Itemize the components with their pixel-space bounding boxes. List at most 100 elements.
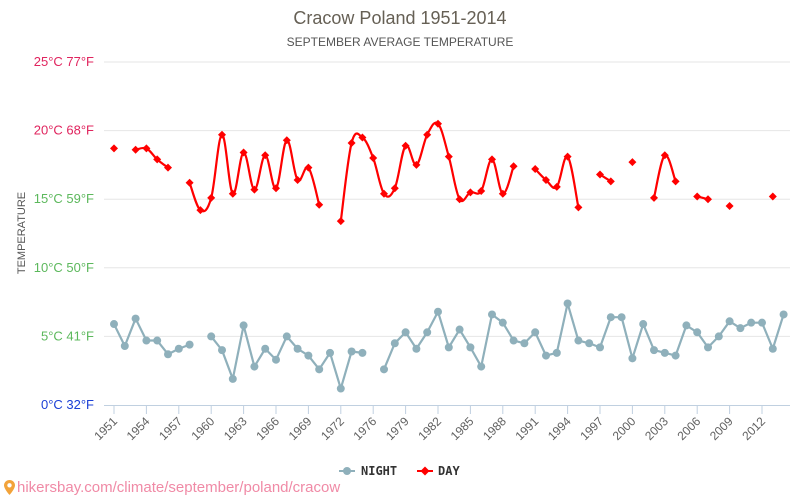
data-point-night-1997[interactable] [596, 343, 604, 352]
data-point-day-1998[interactable] [606, 177, 615, 186]
data-point-night-2001[interactable] [639, 320, 648, 329]
data-point-day-2003[interactable] [660, 151, 669, 160]
data-point-day-1959[interactable] [196, 206, 205, 215]
data-point-night-1993[interactable] [552, 348, 561, 357]
data-point-night-1971[interactable] [326, 348, 334, 357]
data-point-night-1985[interactable] [466, 343, 475, 352]
data-point-night-1991[interactable] [531, 328, 540, 337]
data-point-night-1967[interactable] [282, 332, 291, 341]
data-point-day-2000[interactable] [628, 158, 637, 167]
data-point-day-1951[interactable] [110, 144, 118, 153]
data-point-night-1956[interactable] [164, 350, 172, 359]
data-point-day-1966[interactable] [272, 184, 280, 193]
data-point-night-1994[interactable] [563, 299, 572, 308]
data-point-night-2012[interactable] [758, 318, 766, 327]
data-point-day-1953[interactable] [131, 145, 140, 154]
data-point-day-1974[interactable] [358, 133, 367, 142]
data-point-day-1982[interactable] [434, 119, 442, 128]
data-point-night-1966[interactable] [272, 355, 280, 364]
data-point-night-1986[interactable] [477, 362, 486, 371]
data-point-night-1983[interactable] [444, 343, 453, 352]
data-point-day-1979[interactable] [401, 141, 410, 150]
legend-item-day[interactable]: DAY [417, 464, 460, 478]
data-point-day-2004[interactable] [671, 177, 680, 186]
data-point-night-1992[interactable] [542, 351, 550, 360]
data-point-day-1988[interactable] [498, 189, 507, 198]
data-point-day-1970[interactable] [315, 200, 324, 209]
data-point-night-1977[interactable] [380, 365, 388, 374]
data-point-night-2004[interactable] [671, 351, 680, 360]
data-point-night-1990[interactable] [520, 339, 529, 348]
data-point-day-1981[interactable] [423, 130, 432, 139]
data-point-night-1998[interactable] [606, 313, 615, 322]
data-point-night-1995[interactable] [574, 336, 583, 345]
data-point-day-2009[interactable] [725, 202, 734, 211]
data-point-day-2002[interactable] [650, 193, 658, 202]
data-point-night-1987[interactable] [488, 310, 496, 319]
data-point-night-1972[interactable] [336, 384, 345, 393]
data-point-day-1963[interactable] [239, 148, 248, 157]
data-point-day-1972[interactable] [336, 217, 345, 226]
data-point-day-1980[interactable] [412, 160, 421, 169]
data-point-night-1973[interactable] [347, 347, 356, 356]
data-point-day-1964[interactable] [250, 185, 259, 194]
data-point-night-1981[interactable] [423, 328, 432, 337]
data-point-day-1985[interactable] [466, 188, 475, 197]
data-point-day-1976[interactable] [369, 154, 378, 163]
data-point-night-1952[interactable] [120, 342, 129, 351]
data-point-night-1961[interactable] [218, 346, 226, 355]
data-point-night-1988[interactable] [498, 318, 507, 327]
data-point-night-1980[interactable] [412, 344, 421, 353]
data-point-day-1965[interactable] [261, 151, 270, 160]
data-point-night-1969[interactable] [304, 351, 313, 360]
data-point-night-2010[interactable] [736, 324, 745, 333]
data-point-day-1967[interactable] [282, 136, 291, 145]
data-point-day-1962[interactable] [228, 189, 237, 198]
data-point-night-1957[interactable] [174, 344, 183, 353]
data-point-day-1994[interactable] [563, 152, 572, 161]
data-point-day-1987[interactable] [488, 155, 496, 164]
data-point-day-1997[interactable] [596, 170, 604, 179]
data-point-night-1954[interactable] [142, 336, 151, 345]
data-point-night-1960[interactable] [207, 332, 216, 341]
data-point-night-2011[interactable] [747, 318, 756, 327]
data-point-night-1999[interactable] [617, 313, 626, 322]
data-point-day-1955[interactable] [153, 155, 162, 164]
data-point-night-2003[interactable] [660, 348, 669, 357]
data-point-night-2013[interactable] [768, 344, 777, 353]
data-point-day-2013[interactable] [768, 192, 777, 201]
data-point-night-1978[interactable] [390, 339, 399, 348]
data-point-night-2006[interactable] [693, 328, 702, 337]
data-point-day-1978[interactable] [390, 184, 399, 193]
data-point-day-1989[interactable] [509, 162, 518, 171]
data-point-day-1973[interactable] [347, 138, 356, 147]
data-point-night-1964[interactable] [250, 362, 259, 371]
source-url[interactable]: hikersbay.com/climate/september/poland/c… [17, 479, 341, 496]
data-point-night-2000[interactable] [628, 354, 637, 363]
data-point-day-1954[interactable] [142, 144, 151, 153]
data-point-night-1965[interactable] [261, 344, 270, 353]
data-point-night-1982[interactable] [434, 307, 442, 316]
data-point-day-1977[interactable] [380, 189, 388, 198]
data-point-day-1961[interactable] [218, 130, 226, 139]
data-point-day-1995[interactable] [574, 203, 583, 212]
data-point-day-1992[interactable] [542, 175, 550, 184]
data-point-day-2006[interactable] [693, 192, 702, 201]
data-point-night-1963[interactable] [239, 321, 248, 330]
data-point-night-1996[interactable] [585, 339, 594, 348]
data-point-day-1958[interactable] [185, 178, 194, 187]
data-point-day-1983[interactable] [444, 152, 453, 161]
data-point-day-1969[interactable] [304, 163, 313, 172]
data-point-night-1974[interactable] [358, 348, 367, 357]
data-point-night-2014[interactable] [779, 310, 788, 319]
data-point-night-2007[interactable] [704, 343, 712, 352]
data-point-night-2009[interactable] [725, 317, 734, 326]
data-point-night-1984[interactable] [455, 325, 464, 334]
data-point-day-2007[interactable] [704, 195, 712, 204]
legend-item-night[interactable]: NIGHT [339, 464, 397, 478]
data-point-night-1979[interactable] [401, 328, 410, 337]
data-point-night-1955[interactable] [153, 336, 162, 345]
data-point-night-1968[interactable] [293, 344, 302, 353]
data-point-night-1989[interactable] [509, 336, 518, 345]
data-point-night-1951[interactable] [110, 320, 118, 329]
